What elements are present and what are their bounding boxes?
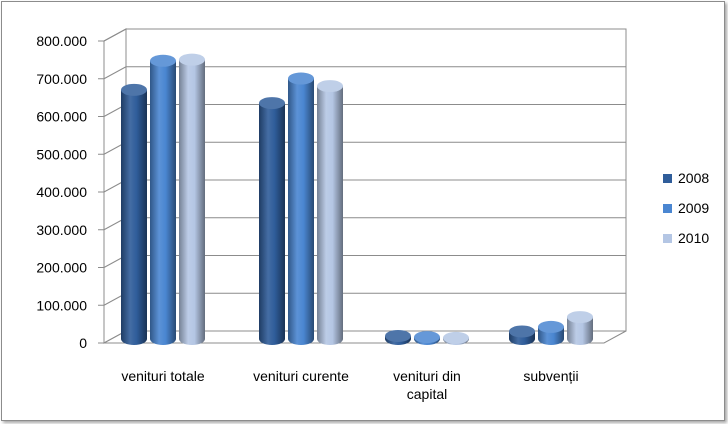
bar-top [509, 325, 535, 338]
category-label: subvenții [523, 368, 578, 384]
bar [443, 331, 469, 345]
bar-body [150, 60, 176, 345]
bar-top [538, 320, 564, 333]
y-tick-label: 800.000 [36, 33, 87, 49]
bar-top [179, 53, 205, 66]
bar-top [567, 311, 593, 324]
legend-label: 2009 [678, 200, 709, 216]
bar [259, 97, 285, 345]
bar-top [259, 97, 285, 110]
category-label: venituri din capital [393, 368, 461, 402]
y-tick-label: 400.000 [36, 184, 87, 200]
y-tick-label: 500.000 [36, 146, 87, 162]
bar-body [179, 59, 205, 346]
bar-body [567, 317, 593, 345]
bar [288, 72, 314, 346]
y-tick-label: 600.000 [36, 109, 87, 125]
bar [179, 53, 205, 346]
category-label: venituri totale [121, 368, 204, 384]
bar-body [288, 78, 314, 346]
bar [317, 80, 343, 345]
y-tick-label: 700.000 [36, 71, 87, 87]
bar [567, 311, 593, 345]
bar [150, 54, 176, 345]
y-tick-label: 300.000 [36, 222, 87, 238]
bar [509, 325, 535, 345]
y-tick-label: 0 [79, 335, 87, 351]
legend-label: 2008 [678, 170, 709, 186]
legend: 2008 2009 2010 [663, 170, 709, 246]
bar-top [150, 54, 176, 67]
gridline-side [103, 28, 127, 42]
gridline-side [103, 66, 127, 80]
bar-body [317, 86, 343, 345]
bar-body [259, 103, 285, 345]
bar [121, 83, 147, 345]
bar [414, 331, 440, 345]
legend-swatch [663, 174, 672, 183]
category-label: venituri curente [253, 368, 349, 384]
legend-label: 2010 [678, 230, 709, 246]
bar-top [385, 329, 411, 342]
y-tick-label: 200.000 [36, 260, 87, 276]
floor [103, 330, 627, 344]
bar [385, 329, 411, 345]
bar [538, 320, 564, 345]
bar-top [121, 83, 147, 96]
y-tick-label: 100.000 [36, 297, 87, 313]
legend-swatch [663, 234, 672, 243]
bar-top [317, 80, 343, 93]
bar-body [121, 89, 147, 345]
bar-top [443, 331, 469, 344]
legend-swatch [663, 204, 672, 213]
bar-top [288, 72, 314, 85]
bar-top [414, 331, 440, 344]
